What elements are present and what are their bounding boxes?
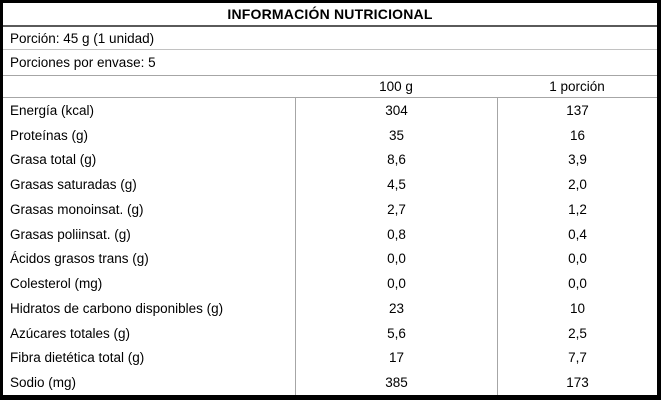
column-header-empty	[3, 76, 295, 97]
column-header-portion: 1 porción	[549, 79, 605, 94]
servings-per-package-text: Porciones por envase: 5	[10, 55, 156, 70]
value-per-portion: 2,0	[497, 172, 657, 197]
nutrient-row: Sodio (mg) 385 173	[3, 370, 657, 395]
value-per-portion: 7,7	[497, 345, 657, 371]
nutrient-label: Grasa total (g)	[10, 152, 97, 168]
column-header-row: 100 g 1 porción	[3, 76, 657, 98]
value-per-portion: 2,5	[497, 320, 657, 346]
value-per-100g: 304	[295, 98, 497, 123]
nutrient-label: Sodio (mg)	[10, 375, 77, 391]
servings-per-package-row: Porciones por envase: 5	[3, 50, 657, 76]
value-per-portion: 0,0	[497, 246, 657, 272]
value-per-100g: 17	[295, 345, 497, 371]
value-per-portion: 173	[497, 370, 657, 395]
value-per-100g: 0,0	[295, 246, 497, 272]
column-header-100g: 100 g	[379, 79, 413, 94]
serving-size-text: Porción: 45 g (1 unidad)	[10, 30, 155, 46]
value-per-portion: 0,0	[497, 271, 657, 296]
value-per-100g: 385	[295, 370, 497, 395]
nutrient-row: Grasas saturadas (g) 4,5 2,0	[3, 172, 657, 197]
value-per-portion: 16	[497, 122, 657, 148]
nutrient-label: Grasas poliinsat. (g)	[10, 226, 131, 242]
value-per-100g: 8,6	[295, 147, 497, 173]
nutrient-row: Proteínas (g) 35 16	[3, 122, 657, 148]
table-title: INFORMACIÓN NUTRICIONAL	[3, 3, 657, 27]
value-per-portion: 0,4	[497, 221, 657, 247]
nutrient-label: Hidratos de carbono disponibles (g)	[10, 300, 224, 316]
nutrient-row: Azúcares totales (g) 5,6 2,5	[3, 320, 657, 346]
value-per-100g: 35	[295, 122, 497, 148]
value-per-portion: 1,2	[497, 197, 657, 222]
value-per-portion: 10	[497, 296, 657, 321]
value-per-100g: 4,5	[295, 172, 497, 197]
nutrient-label: Colesterol (mg)	[10, 276, 103, 292]
nutrient-label: Energía (kcal)	[10, 102, 95, 118]
nutrient-label: Grasas saturadas (g)	[10, 177, 137, 193]
nutrient-label: Grasas monoinsat. (g)	[10, 201, 144, 217]
nutrient-label: Proteínas (g)	[10, 127, 89, 143]
value-per-portion: 3,9	[497, 147, 657, 173]
nutrient-row: Grasas monoinsat. (g) 2,7 1,2	[3, 197, 657, 222]
nutrient-row: Hidratos de carbono disponibles (g) 23 1…	[3, 296, 657, 321]
value-per-100g: 23	[295, 296, 497, 321]
value-per-100g: 2,7	[295, 197, 497, 222]
nutrient-row: Grasas poliinsat. (g) 0,8 0,4	[3, 221, 657, 247]
value-per-100g: 0,8	[295, 221, 497, 247]
nutrient-label: Fibra dietética total (g)	[10, 350, 145, 366]
value-per-portion: 137	[497, 98, 657, 123]
nutrient-label: Ácidos grasos trans (g)	[10, 251, 149, 267]
nutrient-row: Ácidos grasos trans (g) 0,0 0,0	[3, 246, 657, 272]
nutrient-row: Colesterol (mg) 0,0 0,0	[3, 271, 657, 296]
serving-size-row: Porción: 45 g (1 unidad)	[3, 27, 657, 50]
value-per-100g: 5,6	[295, 320, 497, 346]
nutrient-row: Grasa total (g) 8,6 3,9	[3, 147, 657, 173]
value-per-100g: 0,0	[295, 271, 497, 296]
nutrient-label: Azúcares totales (g)	[10, 325, 131, 341]
nutrient-rows: Energía (kcal) 304 137 Proteínas (g) 35 …	[3, 98, 657, 395]
nutrient-row: Fibra dietética total (g) 17 7,7	[3, 345, 657, 371]
nutrient-row: Energía (kcal) 304 137	[3, 98, 657, 123]
